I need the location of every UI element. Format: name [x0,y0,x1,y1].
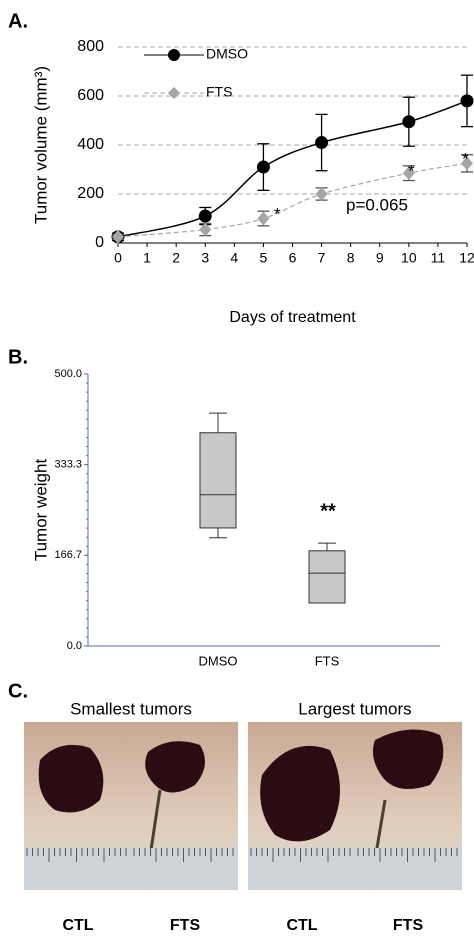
y-tick-label: 0 [95,234,104,251]
marker [402,166,415,181]
x-tick-label: 8 [347,250,355,266]
marker [315,136,329,150]
box [199,432,237,529]
x-tick-label: 4 [230,250,238,266]
x-tick-label: 6 [289,250,297,266]
marker [402,115,416,129]
x-tick-label: 12 [459,250,474,266]
y-tick-label: 600 [77,87,104,104]
x-tick-label: 5 [260,250,268,266]
legend-marker [168,49,180,61]
legend-label: DMSO [206,46,248,62]
y-axis-label: Tumor volume (mm³) [31,66,50,224]
marker [315,187,328,201]
marker [198,209,212,223]
annotation: * [462,149,469,168]
y-tick-label: 500.0 [54,368,82,380]
y-tick-label: 333.3 [54,459,82,471]
marker [199,222,212,237]
y-tick-label: 200 [77,185,104,202]
series-line [117,162,468,238]
group-title: Largest tumors [298,699,411,718]
ruler [355,848,462,890]
x-tick-label: 2 [172,250,180,266]
y-tick-label: 800 [77,38,104,55]
ruler [24,848,131,890]
panel-label: C. [8,680,28,702]
y-tick-label: 0.0 [67,640,82,652]
x-tick-label: 0 [114,250,122,266]
panel-label: B. [8,346,28,368]
tumor [38,744,104,813]
x-tick-label: 11 [431,250,446,266]
photo-label: FTS [393,917,424,934]
annotation: * [408,161,415,180]
box [308,550,346,604]
y-tick-label: 400 [77,136,104,153]
photo-label: FTS [170,917,201,934]
tumor [372,729,444,789]
rulers [24,848,462,890]
marker [112,229,124,244]
x-tick-label: 10 [401,250,417,266]
tumor [260,745,340,842]
ruler [131,848,238,890]
photo-label: CTL [286,917,317,934]
tumor [145,741,205,793]
ruler [248,848,355,890]
annotation: ** [320,500,336,522]
x-tick-label: 3 [201,250,209,266]
group-title: Smallest tumors [70,699,192,718]
x-tick-label: 1 [143,250,151,266]
annotation: p=0.065 [346,195,408,214]
marker [461,156,473,171]
panel-label: A. [8,10,28,32]
marker [256,160,270,174]
x-tick-label: FTS [315,653,340,668]
legend-label: FTS [206,84,232,100]
annotation: * [274,204,281,223]
marker [460,94,474,108]
photo-panel [24,722,462,891]
y-tick-label: 166.7 [54,549,82,561]
y-axis-label: Tumor weight [31,459,50,562]
marker [257,211,270,226]
legend-marker [168,87,180,99]
photo-label: CTL [62,917,93,934]
x-tick-label: DMSO [199,653,238,668]
x-axis-label: Days of treatment [229,309,356,326]
x-tick-label: 9 [376,250,384,266]
x-tick-label: 7 [318,250,326,266]
